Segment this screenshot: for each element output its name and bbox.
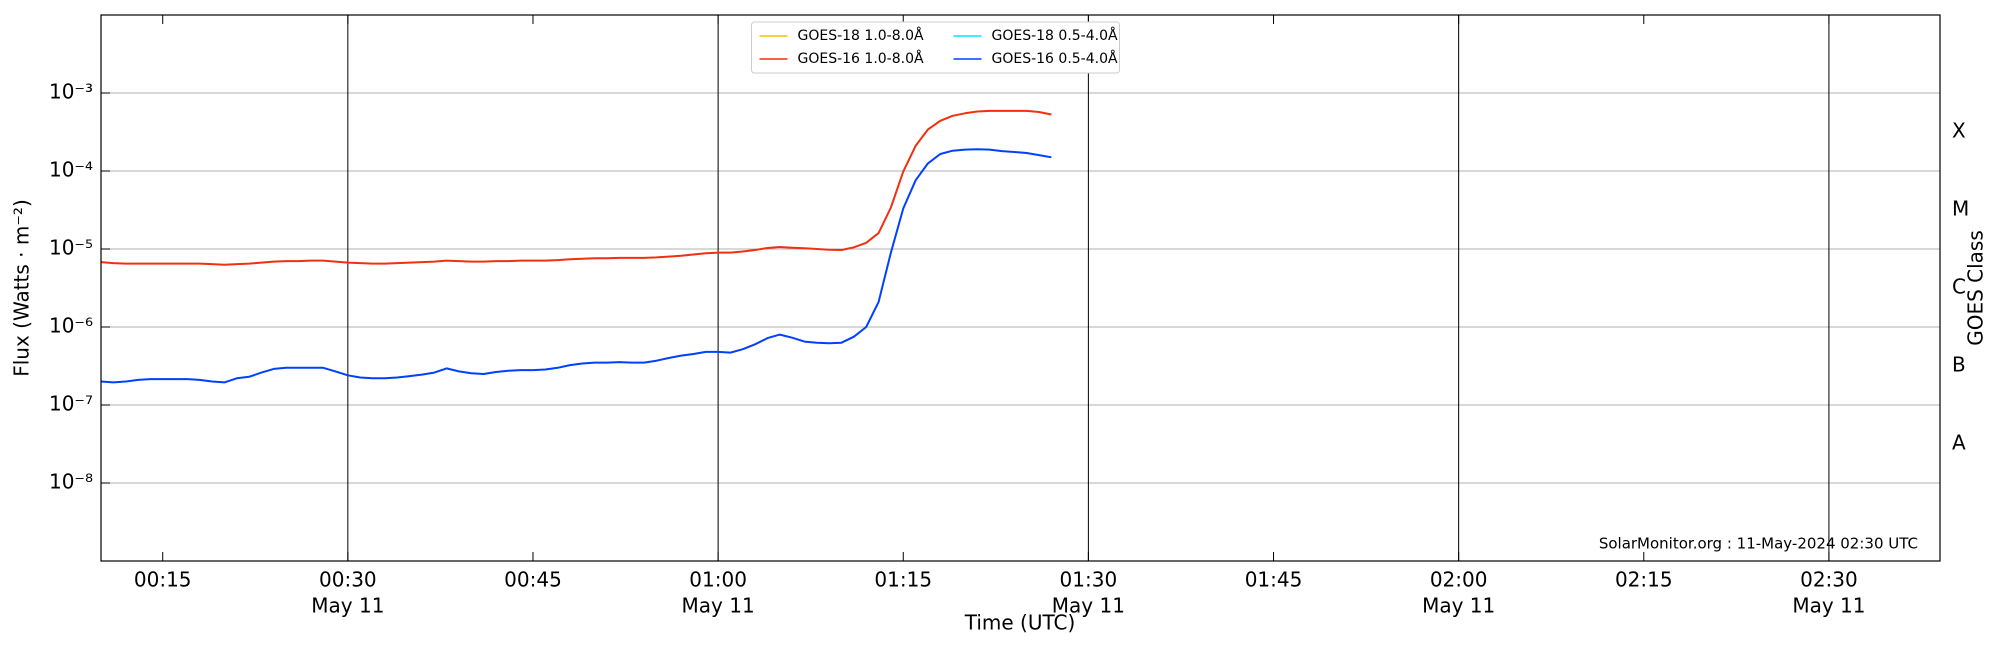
x-tick-label: 01:15	[874, 568, 932, 592]
y-axis-label: Flux (Watts · m⁻²)	[10, 199, 34, 377]
legend-box	[751, 21, 1120, 74]
x-tick-date: May 11	[311, 594, 384, 618]
y-tick-label: 10⁻³	[49, 80, 93, 104]
x-tick-label: 00:15	[134, 568, 192, 592]
x-tick-label: 02:15	[1615, 568, 1673, 592]
y-tick-label: 10⁻⁷	[49, 392, 93, 416]
plot-frame	[100, 14, 1941, 562]
x-tick-label: 02:00	[1430, 568, 1488, 592]
y2-tick-label: C	[1952, 275, 1966, 299]
y2-tick-label: M	[1952, 197, 1969, 221]
x-tick-date: May 11	[1422, 594, 1495, 618]
legend-label: GOES-16 0.5-4.0Å	[992, 50, 1118, 67]
y-tick-label: 10⁻⁸	[49, 470, 93, 494]
y-tick-label: 10⁻⁵	[49, 236, 93, 260]
legend-label: GOES-16 1.0-8.0Å	[798, 50, 924, 67]
y2-tick-label: A	[1952, 431, 1966, 455]
y2-tick-label: B	[1952, 353, 1966, 377]
legend-label: GOES-18 0.5-4.0Å	[992, 27, 1118, 44]
legend-label: GOES-18 1.0-8.0Å	[798, 27, 924, 44]
x-axis-label: Time (UTC)	[964, 611, 1076, 635]
y2-axis-label: GOES Class	[1964, 230, 1988, 346]
y-tick-label: 10⁻⁴	[49, 158, 93, 182]
x-tick-label: 01:45	[1245, 568, 1303, 592]
x-tick-label: 01:00	[689, 568, 747, 592]
y2-tick-label: X	[1952, 119, 1966, 143]
series-line	[100, 109, 1052, 266]
x-tick-date: May 11	[682, 594, 755, 618]
x-tick-date: May 11	[1052, 594, 1125, 618]
x-tick-label: 00:45	[504, 568, 562, 592]
watermark: SolarMonitor.org : 11-May-2024 02:30 UTC	[1599, 535, 1918, 553]
x-tick-date: May 11	[1792, 594, 1865, 618]
y-tick-label: 10⁻⁶	[49, 314, 93, 338]
x-tick-label: 00:30	[319, 568, 377, 592]
series-line	[100, 148, 1052, 384]
x-tick-label: 01:30	[1060, 568, 1118, 592]
x-tick-label: 02:30	[1800, 568, 1858, 592]
